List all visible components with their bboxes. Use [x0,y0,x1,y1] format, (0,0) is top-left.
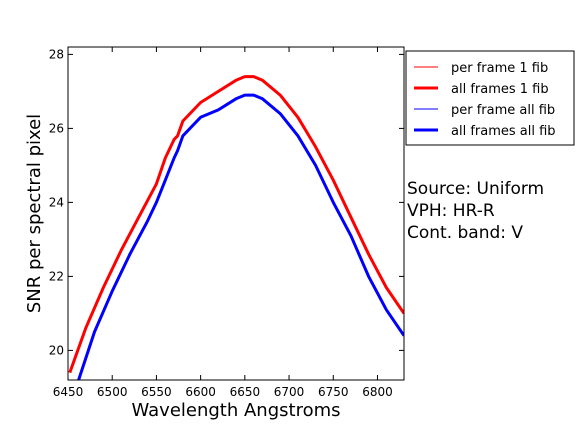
legend-label-1: per frame 1 fib [451,61,548,76]
x-tick-label: 6750 [318,385,349,399]
legend-label-3: per frame all fib [451,103,555,118]
series-lines [68,75,404,380]
x-tick-label: 6450 [53,385,84,399]
legend-label-2: all frames 1 fib [451,82,549,97]
annotation-line-1: Source: Uniform [407,179,544,199]
x-tick-label: 6700 [274,385,305,399]
y-tick-label: 22 [49,269,64,283]
series-line-3 [78,94,404,380]
series-line-1 [69,76,404,373]
annotation-line-2: VPH: HR-R [407,201,495,221]
y-axis-label: SNR per spectral pixel [24,114,45,313]
x-tick-label: 6550 [141,385,172,399]
y-tick-label: 26 [49,121,64,135]
x-tick-label: 6650 [230,385,261,399]
annotation-line-3: Cont. band: V [407,223,523,243]
y-tick-label: 28 [49,47,64,61]
x-tick-label: 6500 [97,385,128,399]
legend-label-4: all frames all fib [451,124,556,139]
y-tick-label: 24 [49,195,64,209]
x-axis-label: Wavelength Angstroms [131,400,340,421]
axes-frame [67,46,405,381]
x-tick-label: 6600 [185,385,216,399]
axis-ticks: 6450 6500 6550 6600 6650 6700 6750 6800 20 22 24 26… [49,47,404,399]
legend: per frame 1 fib all frames 1 fib per frame… [405,50,575,146]
y-tick-label: 20 [49,343,64,357]
x-tick-label: 6800 [362,385,393,399]
